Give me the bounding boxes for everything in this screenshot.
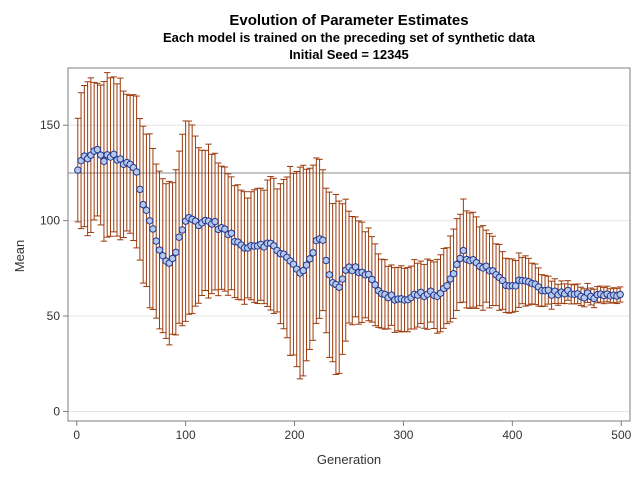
- data-point: [371, 281, 379, 289]
- data-point: [142, 206, 151, 215]
- data-point: [145, 217, 154, 225]
- y-axis-ticks: 0 50 100 150: [40, 118, 68, 418]
- data-point: [139, 200, 147, 209]
- data-point: [227, 229, 236, 237]
- data-point: [155, 246, 164, 254]
- y-axis-label: Mean: [12, 240, 27, 273]
- data-point: [221, 225, 229, 233]
- y-tick-label: 0: [53, 404, 60, 418]
- data-point: [152, 237, 160, 245]
- data-point: [168, 254, 177, 263]
- error-bars: [74, 72, 624, 380]
- x-axis-ticks: 0 100 200 300 400 500: [73, 421, 632, 442]
- data-point: [511, 282, 520, 290]
- data-point: [616, 290, 624, 299]
- data-point: [335, 283, 343, 291]
- data-point: [149, 225, 157, 233]
- data-points: [74, 145, 624, 304]
- data-point: [136, 185, 144, 194]
- data-point: [364, 270, 373, 279]
- data-point: [302, 261, 311, 269]
- data-point: [96, 151, 105, 159]
- data-point: [368, 275, 376, 284]
- data-point: [453, 260, 461, 269]
- data-point: [93, 145, 102, 154]
- data-point: [74, 166, 82, 174]
- data-point: [446, 275, 454, 283]
- x-tick-label: 300: [393, 428, 413, 442]
- x-tick-label: 500: [611, 428, 631, 442]
- x-tick-label: 400: [502, 428, 522, 442]
- data-point: [322, 256, 330, 265]
- y-tick-label: 100: [40, 214, 60, 228]
- chart-title: Evolution of Parameter Estimates: [229, 12, 468, 29]
- data-point: [178, 226, 187, 234]
- data-point: [175, 233, 183, 241]
- data-point: [116, 155, 124, 163]
- chart-subtitle: Each model is trained on the preceding s…: [163, 30, 536, 45]
- y-tick-label: 50: [47, 309, 61, 323]
- data-point: [309, 249, 317, 257]
- data-point: [319, 236, 327, 244]
- data-point: [456, 254, 464, 263]
- data-point: [351, 263, 360, 271]
- y-tick-label: 150: [40, 118, 60, 132]
- x-axis-label: Generation: [317, 452, 381, 467]
- data-point: [132, 168, 141, 176]
- x-tick-label: 0: [73, 428, 80, 442]
- data-point: [325, 271, 334, 279]
- data-point: [299, 266, 307, 275]
- plot-frame: [67, 67, 631, 422]
- data-point: [443, 281, 451, 290]
- data-point: [110, 150, 118, 159]
- chart-subtitle-seed: Initial Seed = 12345: [289, 47, 409, 62]
- data-point: [338, 275, 347, 283]
- data-point: [100, 157, 108, 166]
- data-point: [211, 217, 219, 226]
- data-point: [449, 270, 458, 278]
- data-point: [159, 251, 167, 260]
- data-point: [306, 255, 314, 263]
- x-tick-label: 200: [285, 428, 305, 442]
- x-tick-label: 100: [176, 428, 196, 442]
- data-point: [172, 248, 180, 257]
- data-point: [459, 246, 468, 255]
